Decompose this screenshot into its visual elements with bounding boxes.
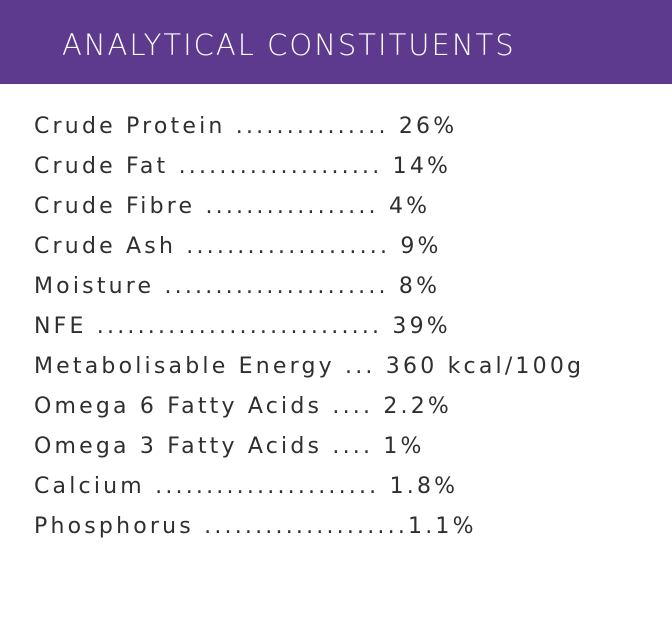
constituent-omega-6: Omega 6 Fatty Acids .... 2.2%: [34, 394, 453, 419]
constituent-calcium: Calcium ...................... 1.8%: [34, 474, 459, 499]
constituent-crude-fibre: Crude Fibre ................. 4%: [34, 194, 431, 219]
header-banner: ANALYTICAL CONSTITUENTS: [0, 0, 672, 84]
constituents-list: Crude Protein ............... 26% Crude …: [34, 107, 670, 547]
constituent-nfe: NFE ............................ 39%: [34, 314, 451, 339]
constituent-crude-ash: Crude Ash .................... 9%: [34, 234, 442, 259]
constituent-omega-3: Omega 3 Fatty Acids .... 1%: [34, 434, 425, 459]
page-title: ANALYTICAL CONSTITUENTS: [62, 28, 516, 62]
constituent-moisture: Moisture ...................... 8%: [34, 274, 441, 299]
constituent-crude-protein: Crude Protein ............... 26%: [34, 114, 458, 139]
constituent-metabolisable-energy: Metabolisable Energy ... 360 kcal/100g: [34, 354, 585, 379]
constituent-phosphorus: Phosphorus ....................1.1%: [34, 514, 477, 539]
constituent-crude-fat: Crude Fat .................... 14%: [34, 154, 452, 179]
